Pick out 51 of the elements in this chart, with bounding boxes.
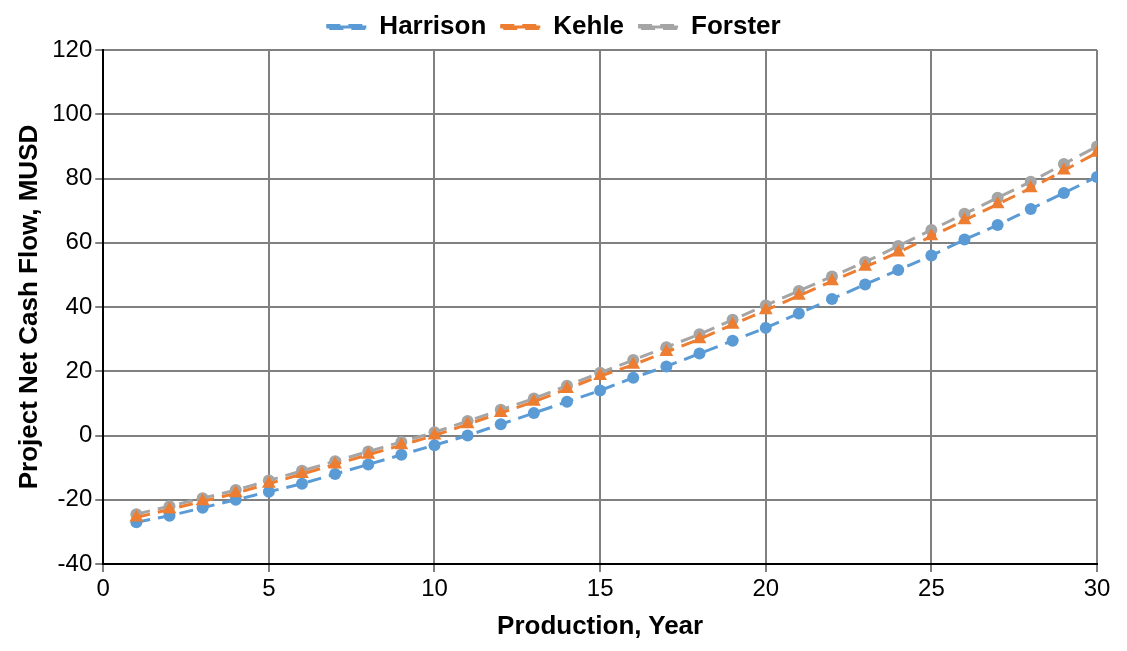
y-tick-label: 0 <box>78 420 93 448</box>
point <box>991 219 1004 232</box>
point <box>957 212 972 225</box>
x-tick-label: 20 <box>752 574 780 602</box>
point <box>1056 162 1071 175</box>
x-tick-label: 5 <box>262 574 276 602</box>
x-tick-label: 10 <box>421 574 448 602</box>
point <box>428 439 441 452</box>
point <box>1024 203 1037 216</box>
x-axis-title: Production, Year <box>497 609 704 640</box>
point <box>792 307 805 320</box>
point <box>494 418 507 431</box>
point <box>461 429 474 442</box>
point <box>726 334 739 347</box>
x-tick-label: 30 <box>1083 574 1111 602</box>
point <box>329 468 342 481</box>
y-axis-title: Project Net Cash Flow, MUSD <box>12 124 43 490</box>
point <box>1057 186 1070 199</box>
point <box>527 407 540 420</box>
y-tick-label: 120 <box>52 34 93 62</box>
point <box>693 347 706 360</box>
point <box>826 292 838 305</box>
y-tick-label: -40 <box>57 548 93 576</box>
x-tick-label: 0 <box>96 574 110 602</box>
point <box>362 458 375 471</box>
point <box>295 477 308 490</box>
point <box>859 278 872 291</box>
point <box>891 244 906 257</box>
point <box>660 360 673 373</box>
y-tick-label: 100 <box>52 98 93 126</box>
x-tick-label: 25 <box>918 574 945 602</box>
y-tick-label: 60 <box>65 227 93 255</box>
point <box>925 249 938 262</box>
point <box>561 395 573 408</box>
y-tick-label: -20 <box>57 484 93 512</box>
x-tick-label: 15 <box>586 574 614 602</box>
point <box>892 264 905 277</box>
legend-label: Harrison <box>379 10 487 41</box>
point <box>990 196 1005 209</box>
point <box>924 228 939 241</box>
point <box>627 371 640 384</box>
y-tick-label: 80 <box>65 163 93 191</box>
legend-label: Kehle <box>553 10 625 41</box>
y-tick-label: 40 <box>65 291 93 319</box>
point <box>395 448 408 461</box>
y-tick-label: 20 <box>65 355 93 383</box>
point <box>594 384 607 397</box>
point <box>759 321 772 334</box>
legend-label: Forster <box>691 10 781 41</box>
point <box>958 233 971 246</box>
point <box>1023 180 1038 193</box>
